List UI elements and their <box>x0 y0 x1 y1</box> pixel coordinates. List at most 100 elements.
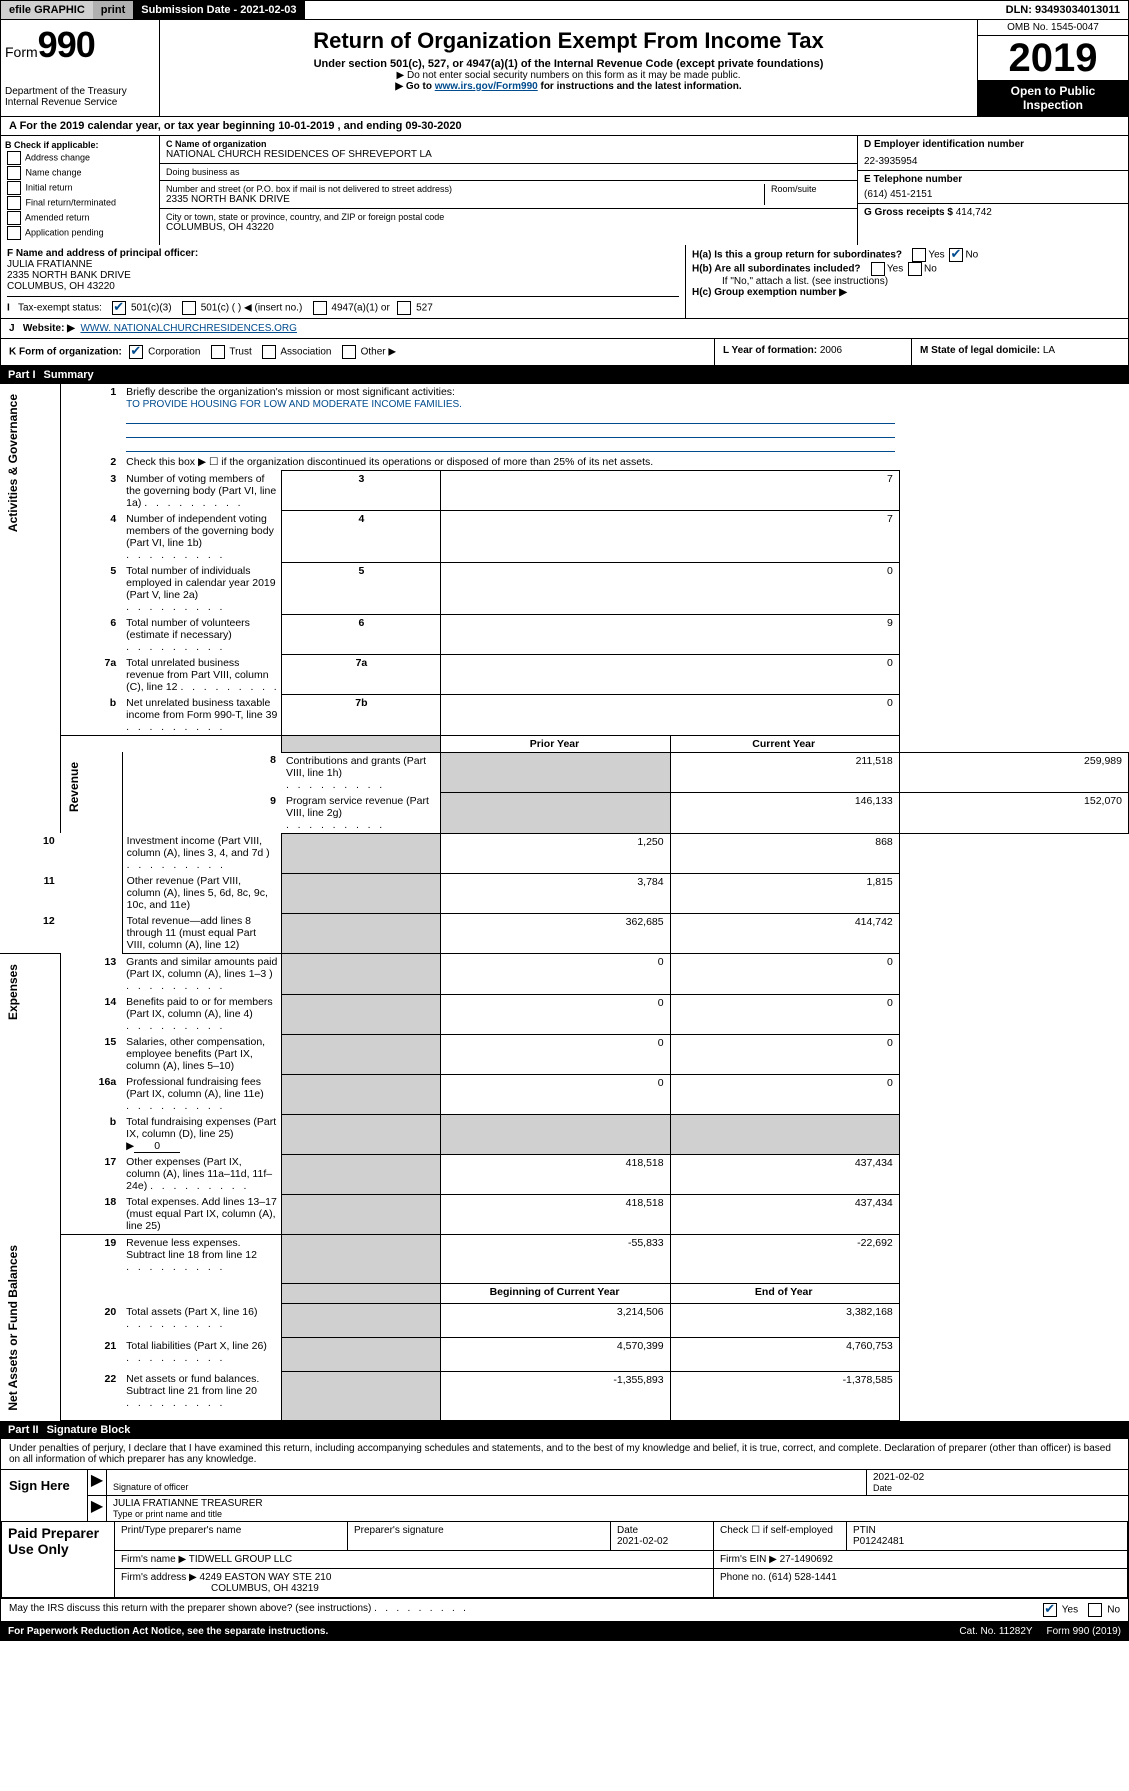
v17c: 437,434 <box>670 1154 899 1194</box>
omb-number: OMB No. 1545-0047 <box>978 20 1128 36</box>
opt-501c3: 501(c)(3) <box>131 303 172 314</box>
k-label: K Form of organization: <box>9 347 122 358</box>
l16b-val: 0 <box>134 1140 180 1153</box>
l17: Other expenses (Part IX, column (A), lin… <box>126 1156 272 1192</box>
side-netassets: Net Assets or Fund Balances <box>4 1237 22 1419</box>
v11p: 3,784 <box>441 873 670 913</box>
discuss-label: May the IRS discuss this return with the… <box>9 1603 466 1617</box>
chk-final[interactable]: Final return/terminated <box>5 196 155 210</box>
end-head: End of Year <box>670 1283 899 1303</box>
phone-label: E Telephone number <box>864 174 1122 185</box>
chk-trust[interactable] <box>211 345 225 359</box>
goto-post: for instructions and the latest informat… <box>538 81 742 92</box>
firm-phone: (614) 528-1441 <box>768 1572 836 1583</box>
v20p: 3,214,506 <box>441 1304 670 1338</box>
opt-other: Other ▶ <box>361 347 396 358</box>
v7b: 0 <box>441 695 899 736</box>
chk-pending[interactable]: Application pending <box>5 226 155 240</box>
l7a: Total unrelated business revenue from Pa… <box>126 657 277 693</box>
sig-name-title: JULIA FRATIANNE TREASURER <box>113 1498 1122 1509</box>
box-c: C Name of organization NATIONAL CHURCH R… <box>160 136 858 245</box>
ha-no[interactable] <box>949 248 963 262</box>
side-governance: Activities & Governance <box>4 386 22 540</box>
v16ac: 0 <box>670 1074 899 1114</box>
chk-501c[interactable] <box>182 301 196 315</box>
check-self: Check ☐ if self-employed <box>714 1521 847 1550</box>
l11: Other revenue (Part VIII, column (A), li… <box>127 875 268 911</box>
officer-name: JULIA FRATIANNE <box>7 259 679 270</box>
discuss-row: May the IRS discuss this return with the… <box>0 1599 1129 1622</box>
sig-name-label: Type or print name and title <box>113 1509 1122 1519</box>
l13: Grants and similar amounts paid (Part IX… <box>126 956 277 992</box>
l18: Total expenses. Add lines 13–17 (must eq… <box>126 1196 277 1232</box>
org-name: NATIONAL CHURCH RESIDENCES OF SHREVEPORT… <box>166 149 851 160</box>
v18c: 437,434 <box>670 1194 899 1235</box>
v16ap: 0 <box>441 1074 670 1114</box>
form-subtitle: Under section 501(c), 527, or 4947(a)(1)… <box>168 58 969 70</box>
gross-label: G Gross receipts $ <box>864 207 953 218</box>
irs-link[interactable]: www.irs.gov/Form990 <box>435 81 538 92</box>
opt-501c: 501(c) ( ) ◀ (insert no.) <box>201 303 303 314</box>
discuss-yes[interactable] <box>1043 1603 1057 1617</box>
chk-527[interactable] <box>397 301 411 315</box>
prep-date: 2021-02-02 <box>617 1536 707 1547</box>
ha-yes[interactable] <box>912 248 926 262</box>
box-f: F Name and address of principal officer:… <box>1 245 686 318</box>
part2-header: Part II Signature Block <box>0 1421 1129 1439</box>
website-link[interactable]: WWW. NATIONALCHURCHRESIDENCES.ORG <box>80 323 297 334</box>
firm-ein-label: Firm's EIN ▶ <box>720 1554 777 1565</box>
l-label: L Year of formation: <box>723 345 817 356</box>
open-public: Open to Public Inspection <box>978 80 1128 116</box>
print-button[interactable]: print <box>93 1 133 19</box>
opt-trust: Trust <box>229 347 251 358</box>
irs-label: Internal Revenue Service <box>5 97 155 108</box>
row-klm: K Form of organization: Corporation Trus… <box>0 339 1129 366</box>
firm-name: TIDWELL GROUP LLC <box>189 1554 292 1565</box>
v6: 9 <box>441 615 899 655</box>
v14c: 0 <box>670 994 899 1034</box>
v10p: 1,250 <box>441 833 670 873</box>
sig-officer-label: Signature of officer <box>113 1482 860 1492</box>
hb-no[interactable] <box>908 262 922 276</box>
side-expenses: Expenses <box>4 956 22 1028</box>
v21c: 4,760,753 <box>670 1338 899 1372</box>
paid-label: Paid Preparer Use Only <box>2 1521 115 1597</box>
box-h: H(a) Is this a group return for subordin… <box>686 245 1128 318</box>
chk-amended[interactable]: Amended return <box>5 211 155 225</box>
opt-pending: Application pending <box>25 227 104 237</box>
chk-name[interactable]: Name change <box>5 166 155 180</box>
chk-other[interactable] <box>342 345 356 359</box>
tax-status-label: Tax-exempt status: <box>18 303 102 314</box>
sig-date: 2021-02-02 <box>873 1472 1122 1483</box>
chk-4947[interactable] <box>313 301 327 315</box>
chk-assoc[interactable] <box>262 345 276 359</box>
v21p: 4,570,399 <box>441 1338 670 1372</box>
l15: Salaries, other compensation, employee b… <box>126 1036 265 1072</box>
opt-527: 527 <box>416 303 433 314</box>
discuss-no[interactable] <box>1088 1603 1102 1617</box>
addr-label: Number and street (or P.O. box if mail i… <box>166 184 764 194</box>
l12: Total revenue—add lines 8 through 11 (mu… <box>127 915 256 951</box>
submission-date: Submission Date - 2021-02-03 <box>133 1 304 19</box>
firm-ein: 27-1490692 <box>780 1554 833 1565</box>
hb-yes[interactable] <box>871 262 885 276</box>
part2-num: Part II <box>8 1424 47 1436</box>
chk-address[interactable]: Address change <box>5 151 155 165</box>
v11c: 1,815 <box>670 873 899 913</box>
chk-501c3[interactable] <box>112 301 126 315</box>
chk-corp[interactable] <box>129 345 143 359</box>
chk-initial[interactable]: Initial return <box>5 181 155 195</box>
l1-label: Briefly describe the organization's miss… <box>126 386 455 398</box>
firm-phone-label: Phone no. <box>720 1572 766 1583</box>
l20: Total assets (Part X, line 16) <box>126 1306 257 1330</box>
line-a: A For the 2019 calendar year, or tax yea… <box>0 117 1129 136</box>
prep-sig-label: Preparer's signature <box>354 1525 604 1536</box>
v18p: 418,518 <box>441 1194 670 1235</box>
paperwork: For Paperwork Reduction Act Notice, see … <box>8 1626 328 1637</box>
top-bar: efile GRAPHIC print Submission Date - 20… <box>0 0 1129 20</box>
l2: Check this box ▶ ☐ if the organization d… <box>122 454 899 471</box>
ptin-value: P01242481 <box>853 1536 1121 1547</box>
prep-name-label: Print/Type preparer's name <box>121 1525 341 1536</box>
box-b-label: B Check if applicable: <box>5 140 155 150</box>
box-b: B Check if applicable: Address change Na… <box>1 136 160 245</box>
